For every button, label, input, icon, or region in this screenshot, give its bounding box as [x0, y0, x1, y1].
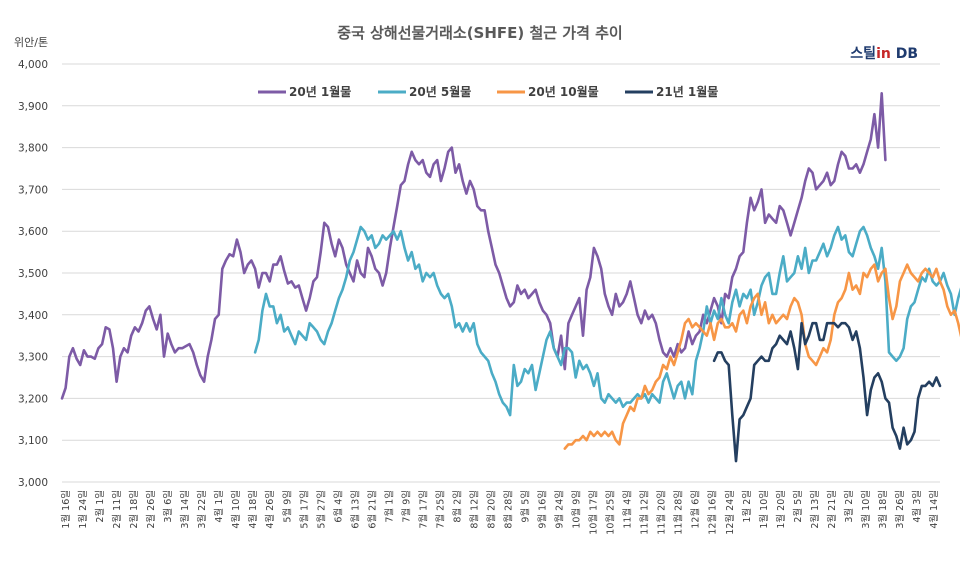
x-tick-label: 3월 14일 — [179, 490, 191, 529]
x-tick-label: 8월 12일 — [468, 490, 480, 529]
x-tick-label: 9월 5일 — [520, 490, 532, 523]
legend-label: 20년 10월물 — [528, 84, 599, 99]
x-tick-label: 3월 10일 — [860, 490, 872, 529]
x-tick-label: 7월 1일 — [383, 490, 395, 523]
y-axis-unit: 위안/톤 — [14, 36, 48, 49]
y-tick-label: 3,300 — [18, 352, 48, 364]
x-tick-label: 2월 26일 — [145, 490, 157, 529]
x-tick-label: 7월 9일 — [400, 490, 412, 523]
series-line-1 — [60, 92, 887, 400]
x-tick-label: 4월 26일 — [264, 490, 276, 529]
x-tick-label: 7월 25일 — [434, 490, 446, 529]
logo-part-1: 스틸 — [850, 46, 876, 62]
logo: 스틸in DB — [850, 46, 918, 62]
x-tick-label: 5월 9일 — [281, 490, 293, 523]
x-tick-label: 2월 21일 — [826, 490, 838, 529]
legend-label: 21년 1월물 — [656, 84, 718, 99]
logo-part-2: in — [876, 46, 891, 62]
x-tick-label: 2월 18일 — [128, 490, 140, 529]
x-tick-label: 5월 17일 — [298, 490, 310, 529]
x-tick-label: 4월 1일 — [213, 490, 225, 523]
x-tick-label: 6월 21일 — [366, 490, 378, 529]
y-tick-label: 4,000 — [18, 59, 48, 71]
x-tick-label: 2월 13일 — [809, 490, 821, 529]
x-tick-label: 6월 4일 — [332, 490, 344, 523]
y-tick-label: 3,400 — [18, 310, 48, 322]
y-tick-label: 3,000 — [18, 477, 48, 489]
x-tick-label: 2월 11일 — [111, 490, 123, 529]
x-tick-label: 10월 9일 — [571, 490, 583, 529]
x-tick-label: 1월 10일 — [758, 490, 770, 529]
x-axis-ticks: 1월 16일 1월 24일 2월 1일 2월 11일 2월 18일 2월 26일 3월 6일… — [60, 490, 940, 535]
x-tick-label: 8월 20일 — [485, 490, 497, 529]
x-tick-label: 1월 16일 — [60, 490, 72, 529]
y-tick-label: 3,500 — [18, 268, 48, 280]
y-axis-ticks: 3,000 3,100 3,200 3,300 3,400 3,500 3,600 3,700… — [18, 59, 48, 489]
x-tick-label: 11월 28일 — [673, 490, 685, 535]
x-tick-label: 5월 27일 — [315, 490, 327, 529]
x-tick-label: 3월 26일 — [894, 490, 906, 529]
x-tick-label: 10월 25일 — [605, 490, 617, 535]
y-tick-label: 3,800 — [18, 143, 48, 155]
x-tick-label: 3월 18일 — [877, 490, 889, 529]
x-tick-label: 2월 1일 — [94, 490, 106, 523]
x-tick-label: 1월 24일 — [77, 490, 89, 529]
y-tick-label: 3,200 — [18, 393, 48, 405]
x-tick-label: 1월 2일 — [741, 490, 753, 523]
series-line-4 — [712, 321, 942, 463]
x-tick-label: 8월 2일 — [451, 490, 463, 523]
x-tick-label: 1월 20일 — [775, 490, 787, 529]
x-tick-label: 3월 2일 — [843, 490, 855, 523]
x-tick-label: 4월 18일 — [247, 490, 259, 529]
grid-lines — [62, 63, 940, 483]
legend-label: 20년 5월물 — [409, 84, 471, 99]
legend: 20년 1월물 20년 5월물 20년 10월물 21년 1월물 — [258, 84, 718, 99]
x-tick-label: 3월 22일 — [196, 490, 208, 529]
x-tick-label: 12월 6일 — [690, 490, 702, 529]
y-tick-label: 3,700 — [18, 184, 48, 196]
x-tick-label: 10월 17일 — [588, 490, 600, 535]
x-tick-label: 11월 20일 — [656, 490, 668, 535]
x-tick-label: 4월 3일 — [911, 490, 923, 523]
series-lines — [60, 92, 960, 463]
x-tick-label: 9월 24일 — [554, 490, 566, 529]
x-tick-label: 11월 4일 — [622, 490, 634, 529]
x-tick-label: 4월 10일 — [230, 490, 242, 529]
x-tick-label: 8월 28일 — [503, 490, 515, 529]
x-tick-label: 3월 6일 — [162, 490, 174, 523]
y-tick-label: 3,600 — [18, 226, 48, 238]
x-tick-label: 7월 17일 — [417, 490, 429, 529]
y-tick-label: 3,900 — [18, 101, 48, 113]
x-tick-label: 6월 13일 — [349, 490, 361, 529]
series-line-3 — [563, 263, 960, 450]
x-tick-label: 9월 16일 — [537, 490, 549, 529]
series-line-2 — [253, 225, 960, 417]
y-tick-label: 3,100 — [18, 435, 48, 447]
legend-label: 20년 1월물 — [289, 84, 351, 99]
chart-title: 중국 상해선물거래소(SHFE) 철근 가격 추이 — [337, 24, 622, 42]
x-tick-label: 11월 12일 — [639, 490, 651, 535]
x-tick-label: 12월 24일 — [724, 490, 736, 535]
logo-part-3: DB — [891, 46, 918, 62]
x-tick-label: 4월 14일 — [928, 490, 940, 529]
x-tick-label: 2월 5일 — [792, 490, 804, 523]
x-tick-label: 12월 16일 — [707, 490, 719, 535]
